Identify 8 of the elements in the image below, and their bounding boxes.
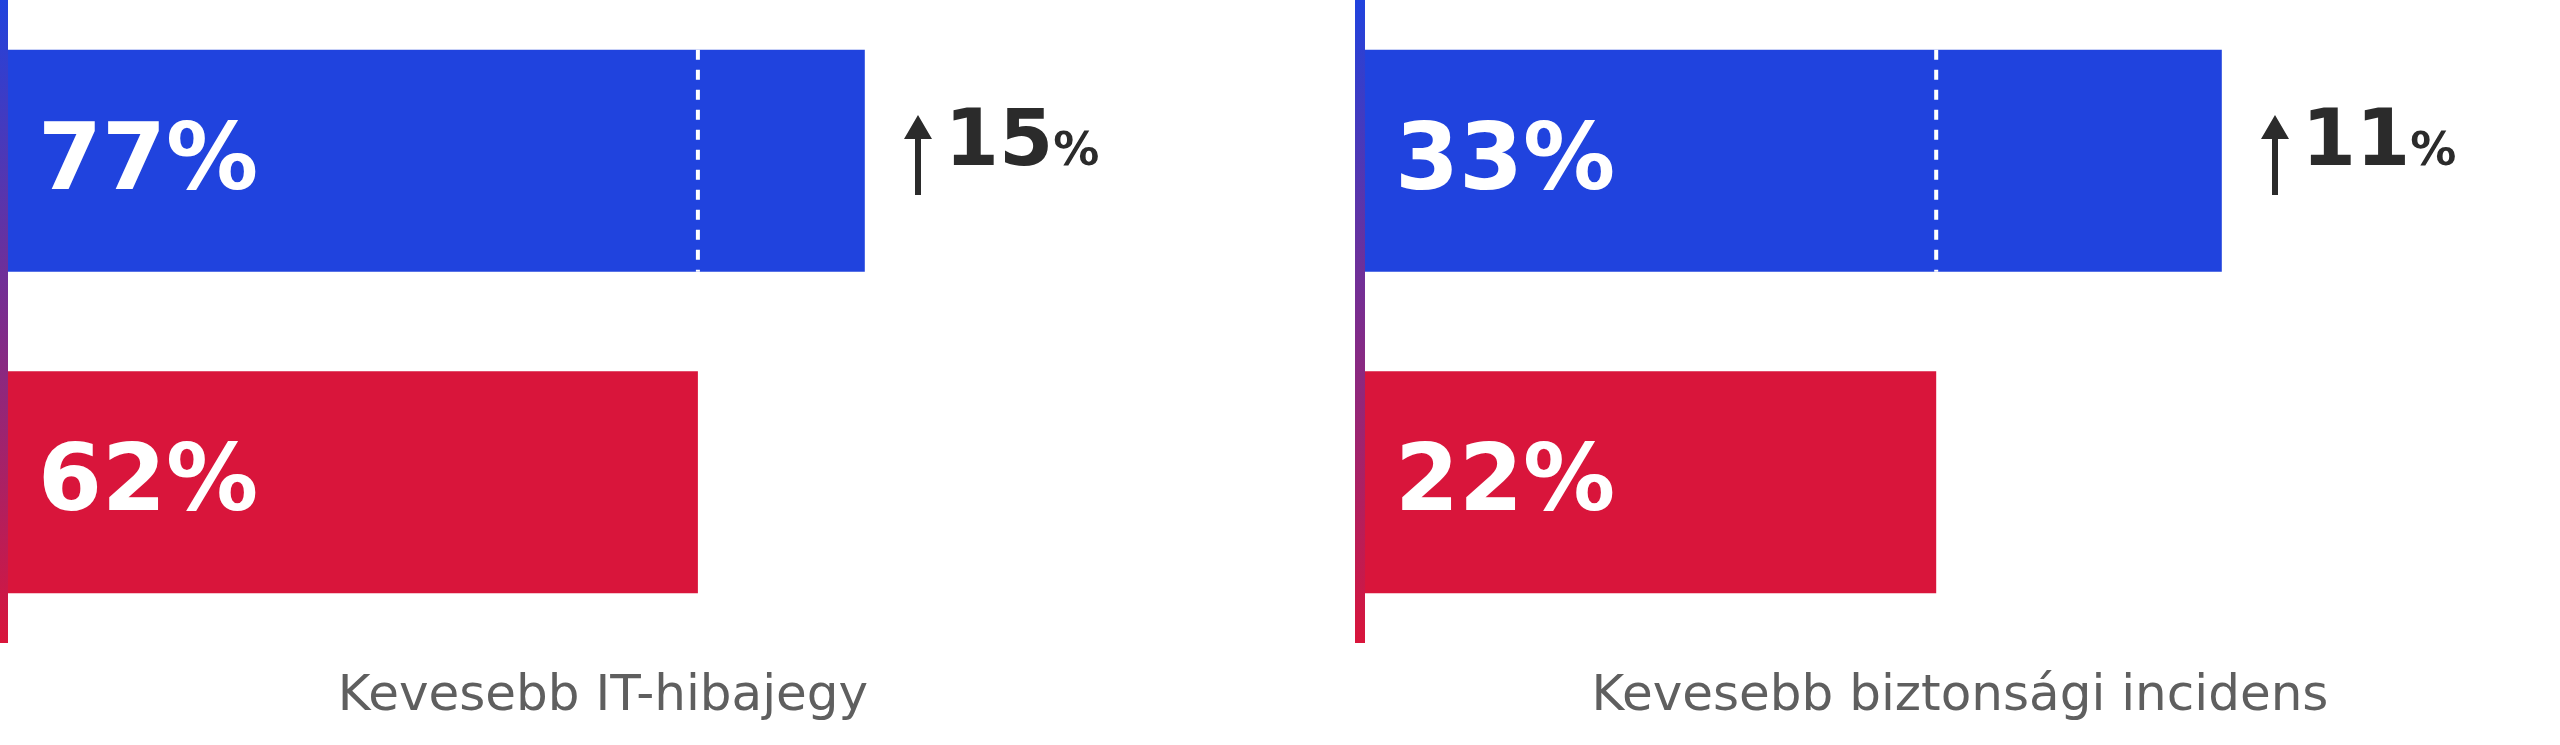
annotation: 15%	[944, 92, 1100, 183]
x-axis-title: Kevesebb IT-hibajegy	[337, 663, 869, 722]
data-label: 22%	[1395, 425, 1616, 533]
data-label: 77%	[38, 103, 259, 211]
x-axis-title: Kevesebb biztonsági incidens	[1591, 663, 2329, 722]
annotation: 11%	[2301, 92, 2457, 183]
data-label: 33%	[1395, 103, 1616, 211]
data-label: 62%	[38, 425, 259, 533]
